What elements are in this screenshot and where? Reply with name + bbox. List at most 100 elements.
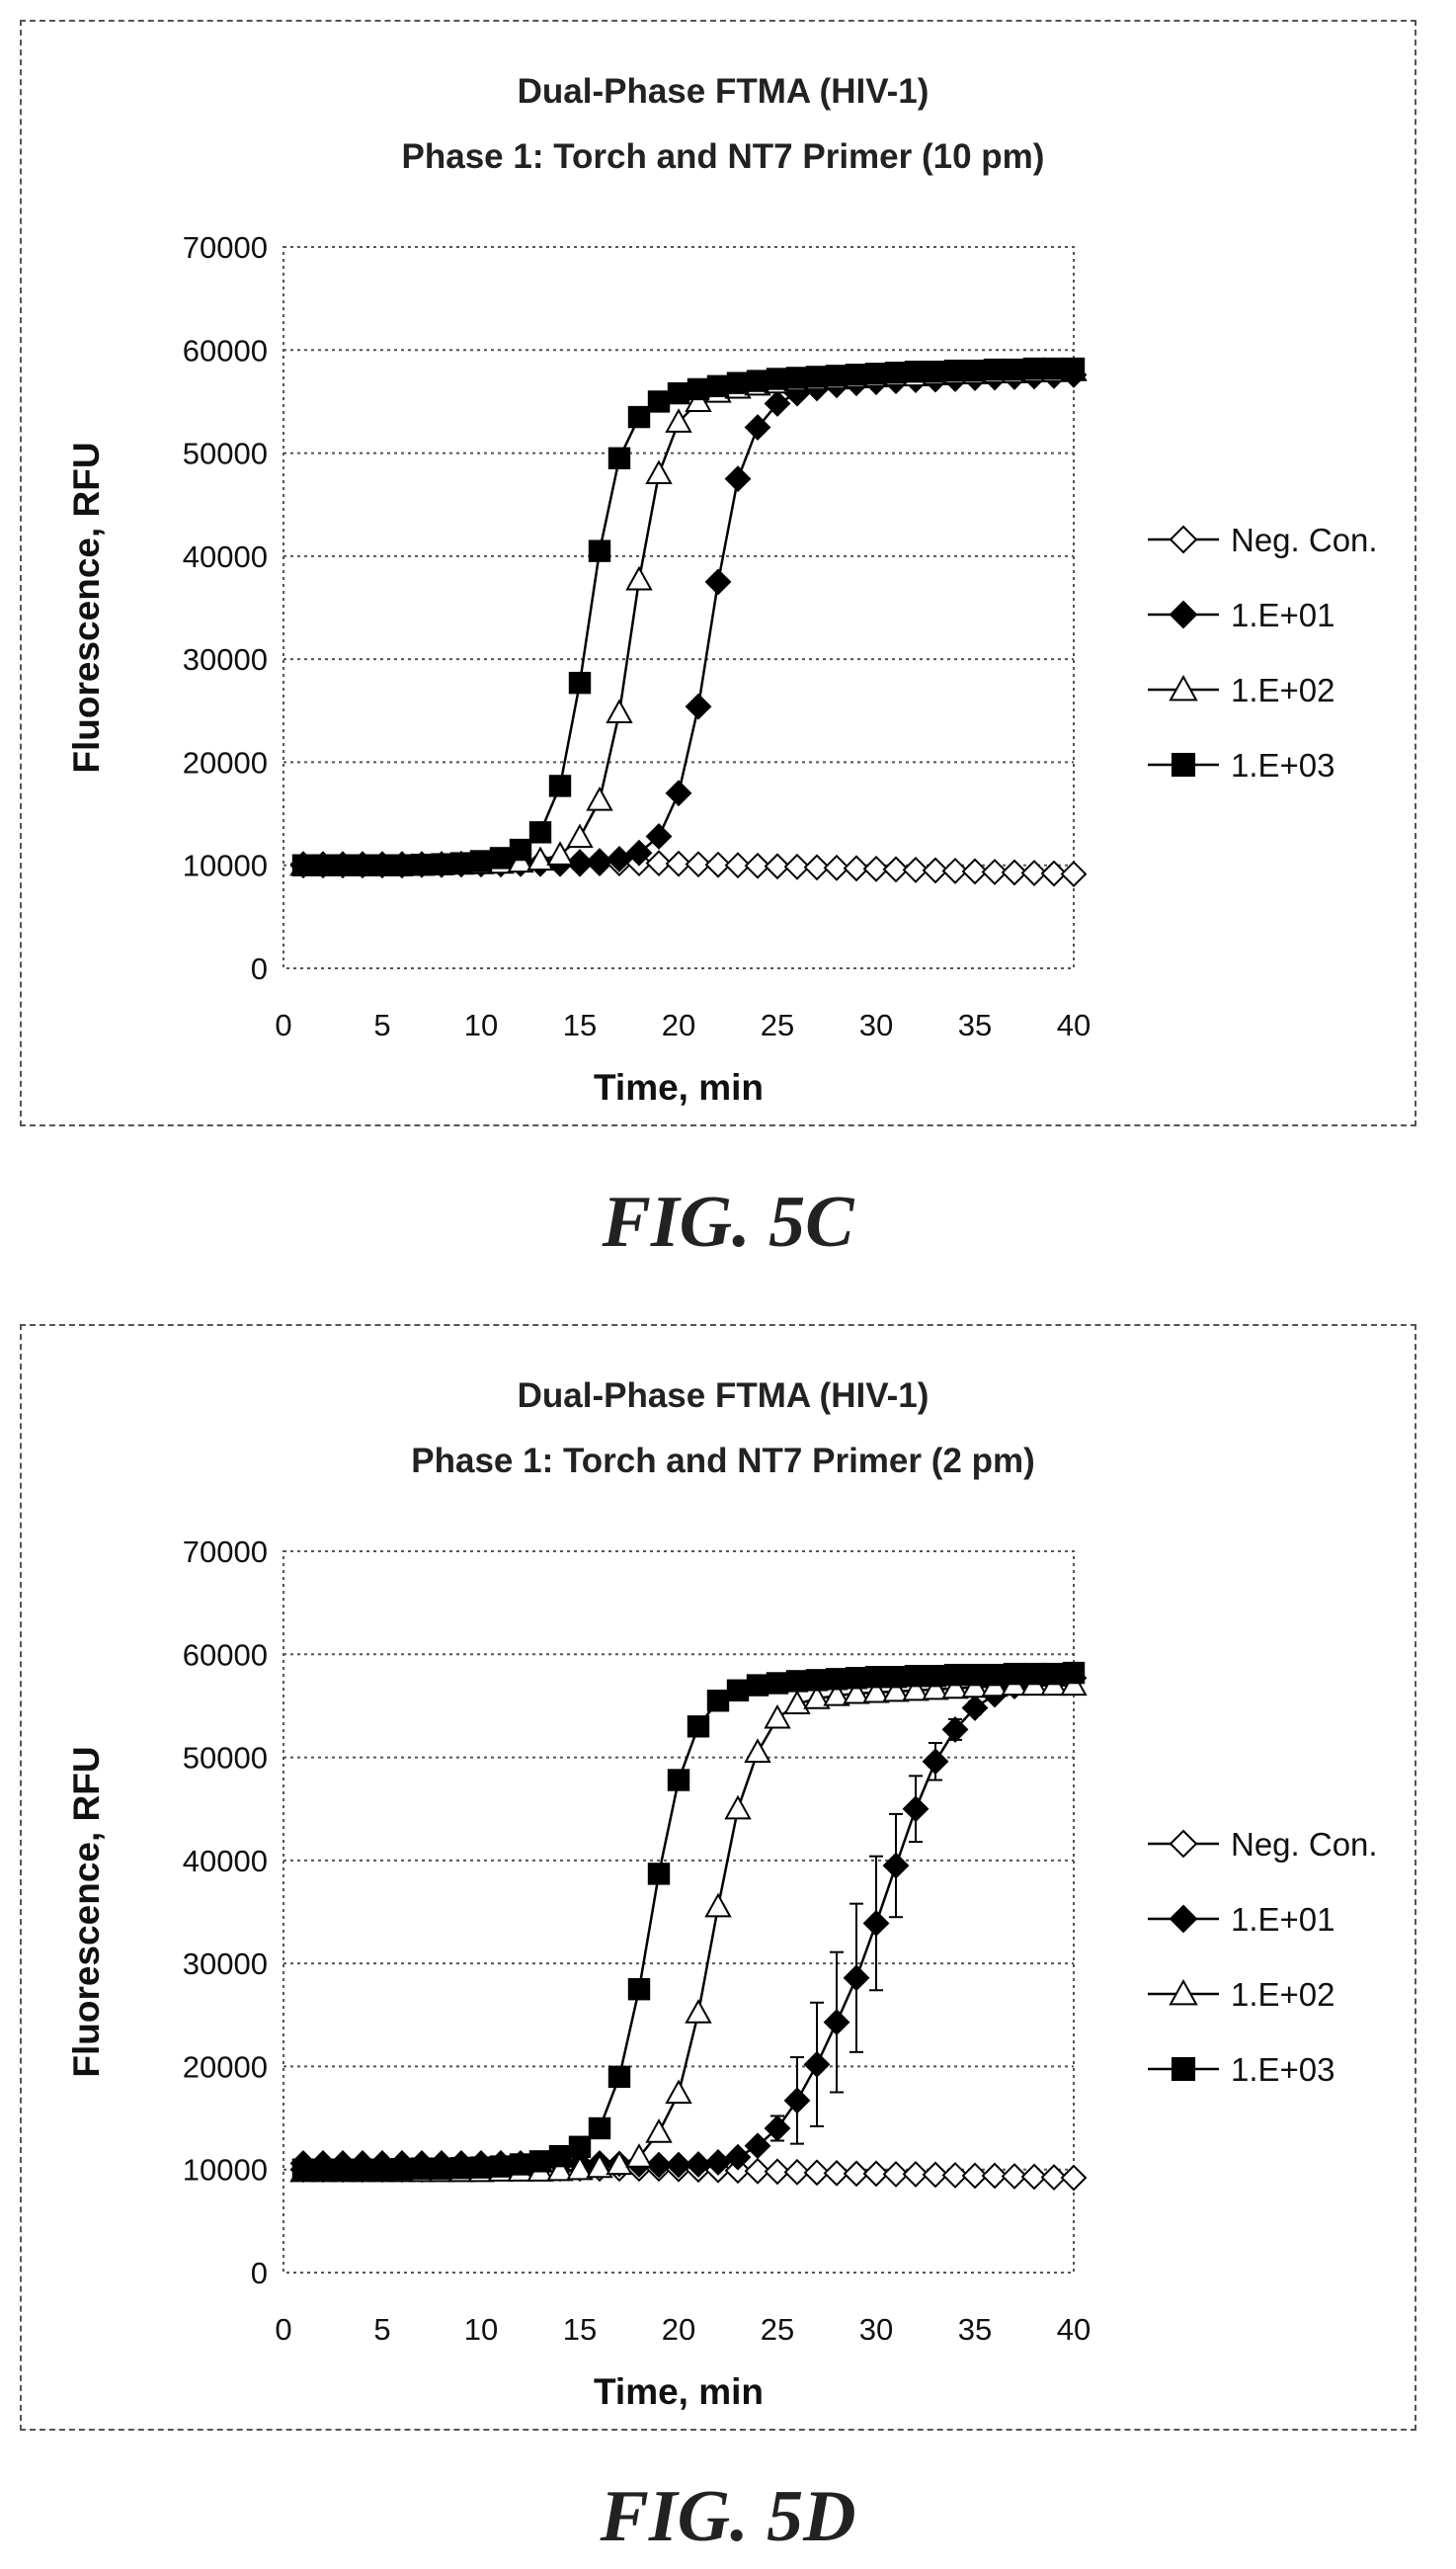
data-point <box>943 359 967 382</box>
x-tick-label: 40 <box>1057 2312 1091 2347</box>
data-point <box>311 854 335 876</box>
data-point <box>805 1669 829 1692</box>
data-point <box>528 2150 552 2173</box>
data-point <box>489 2155 513 2178</box>
data-point <box>706 1690 730 1712</box>
data-point <box>744 2132 771 2160</box>
data-point <box>647 390 671 413</box>
data-point <box>665 850 692 877</box>
plot-area <box>283 246 1075 969</box>
data-point <box>884 1666 908 1689</box>
x-tick-label: 25 <box>761 2312 794 2347</box>
series-2 <box>289 1671 1088 2183</box>
data-point <box>845 364 868 386</box>
data-point <box>645 2118 673 2143</box>
x-tick-label: 0 <box>275 1008 291 1042</box>
data-point <box>685 387 712 413</box>
data-point <box>1040 2164 1068 2191</box>
data-point <box>922 857 949 884</box>
data-point <box>981 859 1009 885</box>
y-tick-label: 70000 <box>183 1534 268 1569</box>
legend-entry: 1.E+01 <box>1231 597 1335 633</box>
x-tick-label: 5 <box>373 1008 390 1042</box>
data-point <box>704 851 732 878</box>
series-2 <box>289 357 1088 876</box>
x-tick-label: 35 <box>958 1008 992 1042</box>
data-point <box>568 2135 592 2158</box>
data-point <box>665 2151 692 2179</box>
x-tick-label: 15 <box>563 2312 597 2347</box>
data-point <box>922 1675 949 1700</box>
data-point <box>1020 860 1048 886</box>
data-point <box>764 1703 791 1729</box>
data-point <box>685 2151 712 2178</box>
data-point <box>685 693 712 720</box>
series-line <box>303 1671 1075 2171</box>
data-point <box>1060 2164 1088 2192</box>
data-point <box>351 854 374 876</box>
data-point <box>746 1674 769 1697</box>
y-axis-label: Fluorescence, RFU <box>66 1746 107 2077</box>
data-point <box>783 1690 811 1714</box>
data-point <box>509 838 532 862</box>
data-point <box>864 1666 888 1689</box>
data-point <box>1062 357 1086 380</box>
data-point <box>645 2151 673 2179</box>
data-point <box>904 1664 928 1688</box>
chart-svg-5c: Dual-Phase FTMA (HIV-1) Phase 1: Torch an… <box>66 72 1378 1108</box>
data-point <box>744 414 771 441</box>
data-point <box>922 1748 949 1776</box>
data-point <box>566 823 594 849</box>
data-point <box>963 359 987 382</box>
data-point <box>687 1715 710 1738</box>
data-point <box>785 1670 809 1693</box>
data-point <box>785 367 809 389</box>
data-point <box>1020 2163 1048 2191</box>
data-point <box>606 699 633 723</box>
data-point <box>983 358 1007 381</box>
data-point <box>546 2156 574 2182</box>
data-point <box>862 1910 890 1937</box>
data-point <box>390 2157 414 2181</box>
x-tick-label: 15 <box>563 1008 597 1042</box>
data-point <box>566 2155 594 2181</box>
y-tick-label: 30000 <box>183 1947 268 1981</box>
data-point <box>845 1667 868 1690</box>
data-point <box>607 447 631 469</box>
data-point <box>882 2160 910 2188</box>
data-point <box>1062 1661 1086 1685</box>
x-tick-label: 10 <box>464 2312 498 2347</box>
data-point <box>862 2160 890 2188</box>
y-tick-label: 20000 <box>183 2049 268 2084</box>
data-point <box>803 2159 831 2187</box>
data-point <box>469 2156 493 2179</box>
data-point <box>902 856 930 883</box>
legend-marker <box>1169 1829 1198 1859</box>
data-point <box>744 1738 771 1763</box>
legend-entry: 1.E+02 <box>1231 1976 1335 2013</box>
data-point <box>783 853 811 880</box>
chart-subtitle: Phase 1: Torch and NT7 Primer (10 pm) <box>402 137 1045 176</box>
data-point <box>528 821 552 844</box>
data-point <box>645 850 673 877</box>
data-point <box>370 854 394 876</box>
data-point <box>744 852 771 879</box>
data-point <box>548 775 572 797</box>
legend-marker <box>1171 2056 1196 2082</box>
data-point <box>1001 859 1028 886</box>
plot-area <box>283 1550 1075 2274</box>
data-point <box>902 1795 930 1823</box>
legend: Neg. Con. 1.E+01 1.E+02 1.E+03 <box>1148 522 1378 784</box>
x-tick-label: 5 <box>373 2312 390 2347</box>
data-point <box>410 2157 434 2180</box>
data-point <box>983 1663 1007 1687</box>
data-point <box>331 2158 355 2181</box>
data-point <box>884 362 908 384</box>
data-point <box>1042 357 1066 380</box>
data-point <box>744 2157 771 2185</box>
legend-entry: 1.E+02 <box>1231 672 1335 708</box>
data-point <box>825 1668 849 1691</box>
data-point <box>548 2144 572 2168</box>
x-tick-label: 40 <box>1057 1008 1091 1042</box>
chart-title: Dual-Phase FTMA (HIV-1) <box>518 1376 930 1415</box>
